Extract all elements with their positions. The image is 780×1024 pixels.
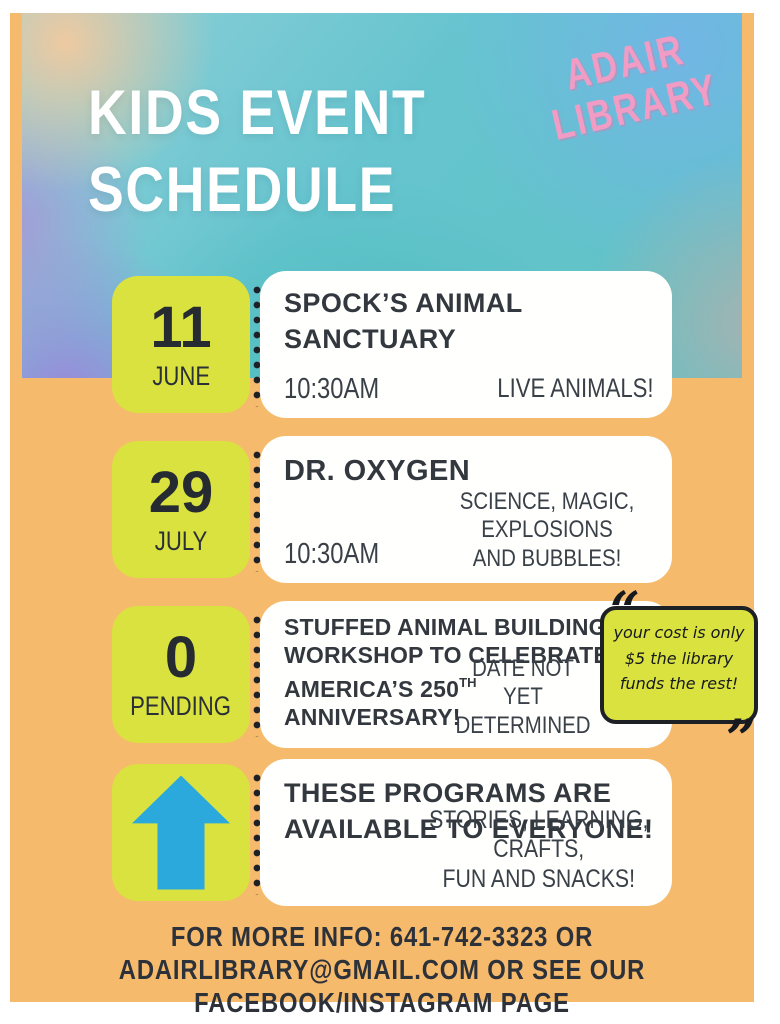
event-time: 10:30AM — [284, 373, 380, 405]
event-note: LIVE ANIMALS! — [497, 373, 654, 403]
dotted-divider — [253, 448, 261, 572]
event-row-spocks: 11 JUNE SPOCK’S ANIMAL SANCTUARY 10:30AM… — [112, 271, 672, 418]
up-arrow-icon — [132, 775, 230, 890]
footer-line1: FOR MORE INFO: 641-742-3323 OR — [170, 921, 594, 952]
date-label: JUNE — [152, 361, 210, 391]
event-date-box: 11 JUNE — [112, 276, 250, 413]
date-label: PENDING — [130, 691, 232, 721]
event-date-box: 0 PENDING — [112, 606, 250, 743]
event-note: DATE NOT YET DETERMINED — [455, 655, 591, 739]
event-row-dr-oxygen: 29 JULY DR. OXYGEN 10:30AM SCIENCE, MAGI… — [112, 436, 672, 583]
page-title: KIDS EVENT SCHEDULE — [88, 75, 426, 229]
event-card: SPOCK’S ANIMAL SANCTUARY 10:30AM LIVE AN… — [260, 271, 672, 418]
footer-line2: ADAIRLIBRARY@GMAIL.COM OR SEE OUR — [118, 954, 646, 985]
event-date-box — [112, 764, 250, 901]
page-title-line2: SCHEDULE — [88, 155, 397, 225]
event-title: STUFFED ANIMAL BUILDING WORKSHOP TO CELE… — [284, 614, 609, 730]
date-number: 0 — [164, 625, 198, 690]
event-card: STUFFED ANIMAL BUILDING WORKSHOP TO CELE… — [260, 601, 672, 748]
library-badge: ADAIR LIBRARY — [511, 15, 750, 155]
event-title: SPOCK’S ANIMAL SANCTUARY — [284, 288, 523, 354]
page-title-line1: KIDS EVENT — [88, 78, 427, 148]
price-callout-text: your cost is only $5 the library funds t… — [613, 623, 745, 694]
event-title: THESE PROGRAMS ARE AVAILABLE TO EVERYONE… — [284, 778, 654, 844]
superscript-th: TH — [459, 675, 477, 690]
event-date-box: 29 JULY — [112, 441, 250, 578]
date-number: 11 — [150, 295, 212, 360]
date-number: 29 — [148, 460, 214, 525]
event-title: DR. OXYGEN — [284, 455, 471, 487]
dotted-divider — [253, 283, 261, 407]
dotted-divider — [253, 613, 261, 737]
event-note: SCIENCE, MAGIC, EXPLOSIONS AND BUBBLES! — [459, 488, 635, 572]
event-note: STORIES, LEARNING, CRAFTS, FUN AND SNACK… — [429, 805, 649, 893]
price-callout: “ your cost is only $5 the library funds… — [600, 586, 758, 766]
footer-contact: FOR MORE INFO: 641-742-3323 OR ADAIRLIBR… — [10, 920, 754, 1019]
event-time: 10:30AM — [284, 538, 380, 570]
event-card: THESE PROGRAMS ARE AVAILABLE TO EVERYONE… — [260, 759, 672, 906]
dotted-divider — [253, 771, 261, 895]
date-label: JULY — [154, 526, 208, 556]
event-row-stuffed-animal: 0 PENDING STUFFED ANIMAL BUILDING WORKSH… — [112, 586, 758, 766]
event-card: DR. OXYGEN 10:30AM SCIENCE, MAGIC, EXPLO… — [260, 436, 672, 583]
event-row-everyone: THESE PROGRAMS ARE AVAILABLE TO EVERYONE… — [112, 759, 672, 906]
footer-line3: FACEBOOK/INSTAGRAM PAGE — [194, 987, 570, 1018]
